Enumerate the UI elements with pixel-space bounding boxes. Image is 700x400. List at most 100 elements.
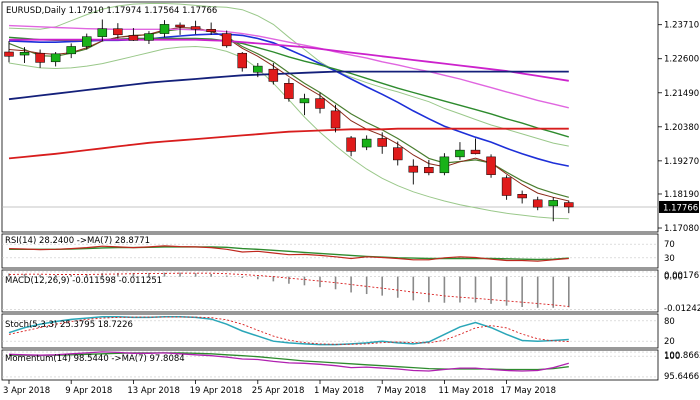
stoch-d-line <box>8 316 569 345</box>
candle-body <box>455 149 465 158</box>
candle-body <box>330 110 341 129</box>
candle <box>393 141 403 166</box>
rsi-tick-label: 70 <box>664 240 675 250</box>
price-tick-label: 1.22600 <box>664 55 699 65</box>
candle-body <box>439 156 450 174</box>
candle-body <box>564 202 574 208</box>
candle <box>144 31 154 45</box>
candle-body <box>144 33 154 41</box>
momentum-line <box>8 351 569 372</box>
candle-body <box>501 177 512 196</box>
macd-label: MACD(12,26,9) -0.011598 -0.011251 <box>5 276 162 286</box>
candle-body <box>517 194 527 199</box>
price-tick-label: 1.21490 <box>664 89 699 99</box>
candle <box>66 43 76 59</box>
candle-body <box>206 29 216 32</box>
candle-body <box>299 98 310 104</box>
overlay-line-2 <box>8 3 569 147</box>
price-tick-label: 1.17080 <box>664 224 699 234</box>
candle <box>361 135 372 151</box>
date-tick-label: 25 Apr 2018 <box>252 386 305 396</box>
rsi-label: RSI(14) 28.2400 ->MA(7) 28.8771 <box>5 236 150 246</box>
date-axis: 3 Apr 2018 9 Apr 2018 13 Apr 2018 19 Apr 20… <box>3 380 556 396</box>
candle-body <box>315 98 325 109</box>
candle-body <box>346 137 356 152</box>
rsi-tick-label: 30 <box>664 254 675 264</box>
candle <box>284 78 294 102</box>
stoch-tick-label: 80 <box>664 317 675 327</box>
candle <box>470 138 481 155</box>
candle <box>175 22 185 35</box>
candlesticks <box>4 19 574 222</box>
macd-tick-label: 0.001767 <box>664 271 700 281</box>
candle <box>253 63 263 78</box>
date-tick-label: 13 Apr 2018 <box>127 386 180 396</box>
candle-body <box>50 53 61 63</box>
candle <box>548 197 558 222</box>
candle <box>377 132 387 154</box>
price-tick-label: 1.19270 <box>664 157 699 167</box>
candle-body <box>393 147 403 161</box>
stoch-panel: 80 20 <box>2 315 675 347</box>
candle-body <box>237 52 247 69</box>
momentum-label: Momentum(14) 98.5440 ->MA(7) 97.8084 <box>5 354 185 364</box>
candle-body <box>424 167 434 174</box>
momentum-tick-label: 100 <box>664 352 680 362</box>
candle-body <box>284 83 294 99</box>
candle <box>4 40 14 63</box>
candle <box>97 19 108 42</box>
rsi-ma-line <box>9 246 569 261</box>
candle <box>486 154 496 178</box>
candle <box>299 93 310 116</box>
candle <box>159 20 170 38</box>
candle-body <box>97 28 108 37</box>
price-tick-label: 1.20380 <box>664 123 699 133</box>
candle-body <box>175 24 185 28</box>
price-tick-label: 1.18190 <box>664 190 699 200</box>
candle-body <box>159 24 170 34</box>
candle <box>532 196 543 211</box>
price-tick-label: 1.23710 <box>664 21 699 31</box>
momentum-ma-line <box>9 352 569 371</box>
momentum-tick-label: 100.8662 <box>664 351 700 361</box>
date-tick-label: 19 Apr 2018 <box>190 386 243 396</box>
candle <box>315 92 325 114</box>
candle-body <box>4 51 14 57</box>
candle <box>455 142 465 160</box>
macd-tick-label: 0.00 <box>664 273 683 283</box>
candle-body <box>82 36 92 47</box>
candle-body <box>548 200 558 207</box>
candle-body <box>35 52 45 63</box>
candle <box>408 159 419 185</box>
candle <box>564 200 574 214</box>
candle-body <box>19 52 30 56</box>
candle-body <box>190 26 201 30</box>
candle <box>128 28 139 41</box>
candle-body <box>221 33 232 47</box>
candle <box>113 23 123 39</box>
date-tick-label: 9 Apr 2018 <box>65 386 112 396</box>
candle-body <box>361 138 372 148</box>
date-tick-label: 3 Apr 2018 <box>3 386 50 396</box>
candle-body <box>486 156 496 175</box>
date-tick-label: 11 May 2018 <box>438 386 493 396</box>
date-tick-label: 17 May 2018 <box>501 386 556 396</box>
candle <box>206 22 216 35</box>
candle <box>82 33 92 50</box>
stoch-k-line <box>8 315 569 346</box>
last-price-label: 1.17766 <box>663 203 698 213</box>
candle <box>501 175 512 200</box>
candle <box>35 49 45 68</box>
overlay-line-8 <box>8 70 569 101</box>
stoch-label: Stoch(5,3,3) 25.3795 18.7226 <box>5 320 133 330</box>
momentum-panel: 100.8662100 95.6466 <box>2 351 700 382</box>
panel-frame-stoch <box>1 313 659 349</box>
candle <box>221 30 232 48</box>
candle <box>50 51 61 67</box>
price-axis: 1.23710 1.22600 1.21490 1.20380 1.19270 1.181… <box>658 21 699 234</box>
stoch-tick-label: 20 <box>664 337 675 347</box>
momentum-tick-label: 95.6466 <box>664 372 699 382</box>
candle <box>237 51 247 72</box>
symbol-header: EURUSD,Daily 1.17910 1.17974 1.17564 1.1… <box>6 6 217 16</box>
